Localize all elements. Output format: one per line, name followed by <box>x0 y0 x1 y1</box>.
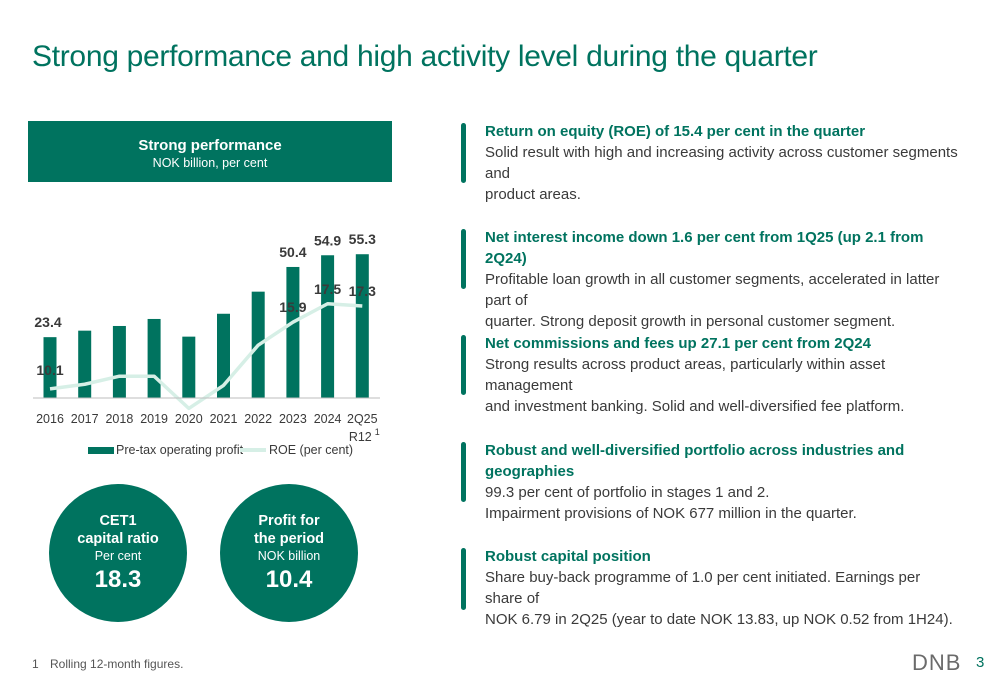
legend-label-bars: Pre-tax operating profit <box>116 443 244 457</box>
bar-2019 <box>147 318 161 398</box>
x-tick-label: 2020 <box>175 412 203 426</box>
chart-header: Strong performance NOK billion, per cent <box>28 121 392 182</box>
x-tick-label: 2019 <box>140 412 168 426</box>
legend-swatch-line <box>240 448 266 452</box>
slide-title: Strong performance and high activity lev… <box>32 40 818 73</box>
bar-value-label: 50.4 <box>279 244 306 260</box>
bar-2021 <box>217 313 230 398</box>
bar-2023 <box>286 266 300 398</box>
x-tick-superscript: 1 <box>375 427 380 437</box>
dnb-logo: DNB <box>912 650 962 675</box>
bullet-text: Share buy-back programme of 1.0 per cent… <box>485 569 953 628</box>
bullet-accent-bar <box>461 123 466 183</box>
kpi-title-line1: CET1 <box>99 513 137 529</box>
bar-value-label: 54.9 <box>314 232 341 248</box>
bar-2024 <box>321 255 335 398</box>
bar-2020 <box>182 336 196 398</box>
bullet-title: Return on equity (ROE) of 15.4 per cent … <box>485 123 866 140</box>
roe-value-label: 10.1 <box>36 362 63 378</box>
bullet-accent-bar <box>461 442 466 502</box>
bar-value-label: 23.4 <box>34 314 61 330</box>
bullet-commissions: Net commissions and fees up 27.1 per cen… <box>461 333 961 417</box>
bullet-accent-bar <box>461 335 466 395</box>
kpi-cet1-circle: CET1 capital ratio Per cent 18.3 <box>49 484 187 622</box>
bullet-accent-bar <box>461 548 466 610</box>
chart-subtitle: NOK billion, per cent <box>152 156 268 170</box>
legend-label-line: ROE (per cent) <box>269 443 353 457</box>
x-tick-label: 2022 <box>244 412 272 426</box>
bullet-text: Strong results across product areas, par… <box>485 356 905 415</box>
kpi-value: 10.4 <box>265 566 313 593</box>
footnote-number: 1 <box>32 657 39 671</box>
bullet-capital: Robust capital position Share buy-back p… <box>461 546 961 630</box>
footnote-text: Rolling 12-month figures. <box>50 657 184 671</box>
x-tick-label: 2024 <box>314 412 342 426</box>
bar-2017 <box>78 330 92 398</box>
footnote: 1 Rolling 12-month figures. <box>32 657 183 671</box>
roe-value-label: 17.3 <box>349 283 376 299</box>
bullet-title: Net commissions and fees up 27.1 per cen… <box>485 335 871 352</box>
combo-chart: 23.4 50.4 54.9 55.3 10.1 15.9 17.5 17.3 2016 2017… <box>33 231 380 457</box>
x-tick-label: 2Q25 <box>347 412 378 426</box>
bullet-text: Profitable loan growth in all customer s… <box>485 271 940 330</box>
x-tick-label: 2016 <box>36 412 64 426</box>
bullet-accent-bar <box>461 229 466 289</box>
kpi-title-line2: capital ratio <box>77 531 159 547</box>
x-tick-sublabel: R12 <box>349 430 372 444</box>
bar-value-label: 55.3 <box>349 231 376 247</box>
roe-line <box>49 302 363 411</box>
page-number: 3 <box>976 654 985 671</box>
x-tick-label: 2023 <box>279 412 307 426</box>
kpi-profit-circle: Profit for the period NOK billion 10.4 <box>220 484 358 622</box>
x-tick-label: 2021 <box>210 412 238 426</box>
bullet-title: Robust and well-diversified portfolio ac… <box>485 442 905 480</box>
bullet-roe: Return on equity (ROE) of 15.4 per cent … <box>461 121 961 205</box>
bullet-title: Robust capital position <box>485 548 651 565</box>
bar-2018 <box>112 325 126 398</box>
kpi-unit: Per cent <box>94 549 142 563</box>
bullet-title: Net interest income down 1.6 per cent fr… <box>485 229 924 267</box>
chart-title: Strong performance <box>138 137 282 154</box>
roe-value-label: 17.5 <box>314 281 341 297</box>
roe-value-label: 15.9 <box>279 299 306 315</box>
legend-swatch-bars <box>88 447 114 454</box>
kpi-value: 18.3 <box>94 566 142 593</box>
kpi-title-line2: the period <box>253 531 325 547</box>
bar-2016 <box>43 337 57 398</box>
bullet-text: Solid result with high and increasing ac… <box>485 144 958 203</box>
kpi-unit: NOK billion <box>257 549 321 563</box>
x-tick-label: 2017 <box>71 412 99 426</box>
x-tick-label: 2018 <box>105 412 133 426</box>
bullet-nii: Net interest income down 1.6 per cent fr… <box>461 227 961 332</box>
bullet-text: 99.3 per cent of portfolio in stages 1 a… <box>485 484 857 522</box>
bar-2Q25 <box>355 254 369 398</box>
bullet-portfolio: Robust and well-diversified portfolio ac… <box>461 440 961 524</box>
kpi-title-line1: Profit for <box>258 513 320 529</box>
